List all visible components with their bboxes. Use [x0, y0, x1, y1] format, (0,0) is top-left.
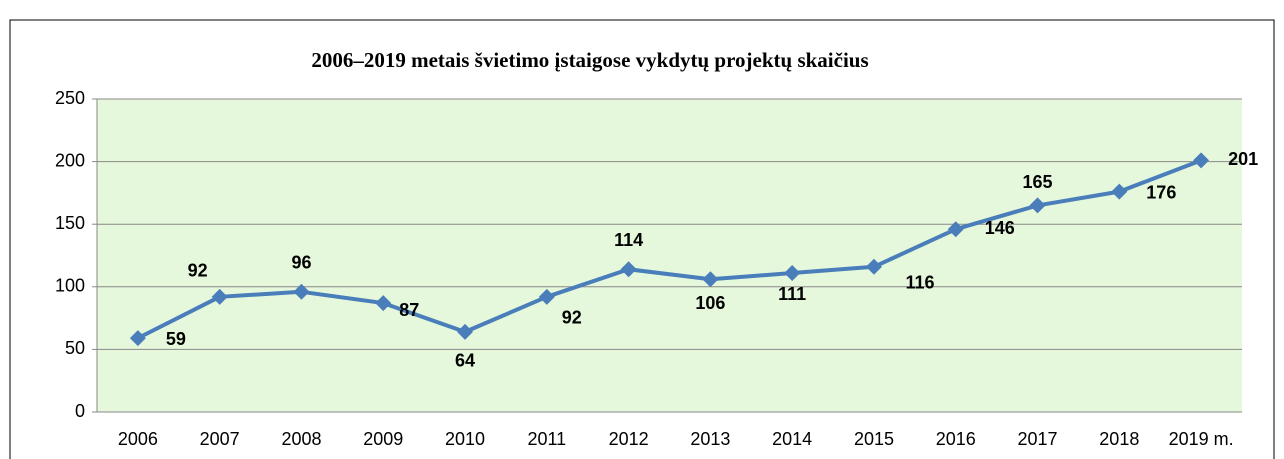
x-tick-label: 2013 — [690, 429, 730, 449]
marker — [865, 258, 882, 275]
chart-title: 2006–2019 metais švietimo įstaigose vykd… — [311, 48, 868, 72]
x-tick-label: 2015 — [854, 429, 894, 449]
y-tick-label: 0 — [75, 401, 85, 421]
data-label: 96 — [291, 253, 311, 273]
marker — [211, 288, 228, 305]
marker — [129, 330, 146, 347]
data-label: 92 — [188, 261, 208, 281]
y-tick-label: 150 — [55, 213, 85, 233]
x-tick-label: 2016 — [936, 429, 976, 449]
x-tick-label: 2019 m. — [1169, 429, 1234, 449]
data-label: 165 — [1023, 172, 1053, 192]
plot-area — [97, 99, 1242, 412]
chart-frame — [9, 19, 1275, 459]
marker — [1111, 183, 1128, 200]
marker — [1193, 152, 1210, 169]
data-label: 111 — [778, 284, 806, 304]
marker — [947, 221, 964, 238]
marker — [457, 323, 474, 340]
marker — [784, 265, 801, 282]
x-tick-label: 2011 — [527, 429, 566, 449]
x-tick-label: 2014 — [772, 429, 812, 449]
data-label: 106 — [695, 293, 725, 313]
data-label: 64 — [455, 351, 475, 371]
x-tick-label: 2010 — [445, 429, 485, 449]
data-label: 201 — [1228, 149, 1258, 169]
y-tick-label: 250 — [55, 88, 85, 108]
y-tick-label: 200 — [55, 150, 85, 170]
marker — [620, 261, 637, 278]
y-tick-label: 100 — [55, 276, 85, 296]
data-label: 176 — [1146, 182, 1176, 202]
x-tick-label: 2009 — [363, 429, 403, 449]
data-label: 87 — [399, 300, 419, 320]
data-label: 116 — [905, 273, 934, 293]
marker — [293, 283, 310, 300]
marker — [1029, 197, 1046, 214]
data-label: 146 — [985, 218, 1015, 238]
x-tick-label: 2018 — [1099, 429, 1139, 449]
x-tick-label: 2008 — [281, 429, 321, 449]
y-tick-label: 50 — [65, 338, 85, 358]
marker — [702, 271, 719, 288]
data-label: 114 — [614, 230, 643, 250]
marker — [538, 288, 555, 305]
x-tick-label: 2007 — [200, 429, 240, 449]
x-tick-label: 2017 — [1018, 429, 1058, 449]
line — [136, 158, 1202, 340]
x-tick-label: 2012 — [609, 429, 649, 449]
data-label: 59 — [166, 329, 186, 349]
x-tick-label: 2006 — [118, 429, 158, 449]
data-label: 92 — [562, 308, 582, 328]
marker — [375, 295, 392, 312]
